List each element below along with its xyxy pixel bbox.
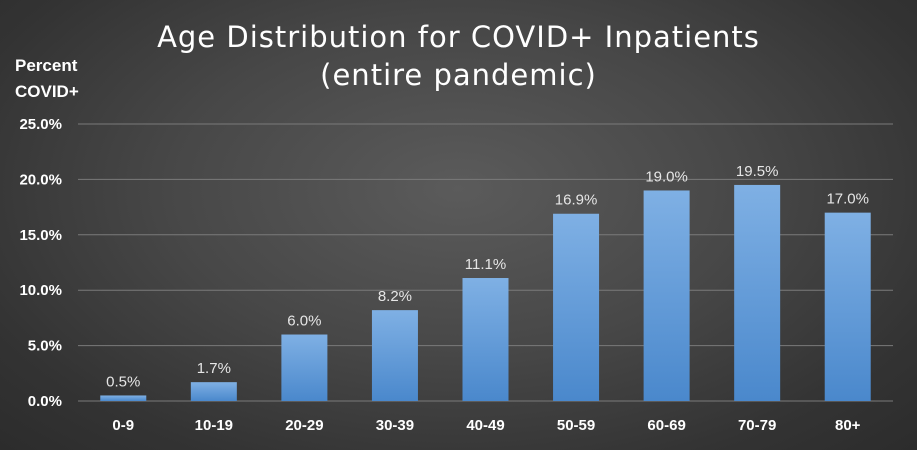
data-label-70-79: 19.5% <box>736 163 779 180</box>
y-tick-label-2: 10.0% <box>19 282 62 299</box>
bar-0-9 <box>100 395 147 401</box>
data-label-80+: 17.0% <box>826 191 869 208</box>
x-tick-label-30-39: 30-39 <box>376 417 414 434</box>
y-axis-label-line1: Percent <box>15 56 78 75</box>
x-tick-label-0-9: 0-9 <box>112 417 134 434</box>
y-axis-label-line2: COVID+ <box>15 82 79 101</box>
data-labels: 0.5% 1.7% 6.0% 8.2% 11.1% 16.9% 19.0% 19.5% 17.0… <box>106 163 869 391</box>
x-tick-labels: 0-9 10-19 20-29 30-39 40-49 50-59 60-69 70-79 80… <box>112 417 860 434</box>
x-tick-label-80+: 80+ <box>835 417 861 434</box>
data-label-30-39: 8.2% <box>378 288 412 305</box>
bar-60-69 <box>643 190 690 401</box>
y-tick-label-4: 20.0% <box>19 171 62 188</box>
y-tick-labels: 0.0% 5.0% 10.0% 15.0% 20.0% 25.0% <box>19 116 62 410</box>
data-label-10-19: 1.7% <box>197 360 231 377</box>
chart-subtitle: (entire pandemic) <box>320 58 597 92</box>
data-label-40-49: 11.1% <box>465 256 506 273</box>
x-tick-label-70-79: 70-79 <box>738 417 776 434</box>
bar-40-49 <box>462 278 509 401</box>
x-tick-label-10-19: 10-19 <box>195 417 233 434</box>
bar-30-39 <box>371 310 418 401</box>
bar-70-79 <box>734 184 781 401</box>
data-label-50-59: 16.9% <box>555 192 598 209</box>
x-tick-label-60-69: 60-69 <box>647 417 685 434</box>
x-tick-label-50-59: 50-59 <box>557 417 595 434</box>
bar-50-59 <box>553 213 600 401</box>
x-tick-label-20-29: 20-29 <box>285 417 323 434</box>
chart-title: Age Distribution for COVID+ Inpatients <box>157 20 760 54</box>
y-tick-label-1: 5.0% <box>28 338 62 355</box>
data-label-0-9: 0.5% <box>106 373 140 390</box>
data-label-60-69: 19.0% <box>645 168 688 185</box>
y-tick-label-0: 0.0% <box>28 393 62 410</box>
bar-10-19 <box>190 382 237 401</box>
bar-80+ <box>824 212 871 401</box>
y-tick-label-3: 15.0% <box>19 227 62 244</box>
x-tick-label-40-49: 40-49 <box>466 417 504 434</box>
data-label-20-29: 6.0% <box>287 313 321 330</box>
y-tick-label-5: 25.0% <box>19 116 62 133</box>
bar-20-29 <box>281 334 328 401</box>
bars <box>100 184 871 401</box>
